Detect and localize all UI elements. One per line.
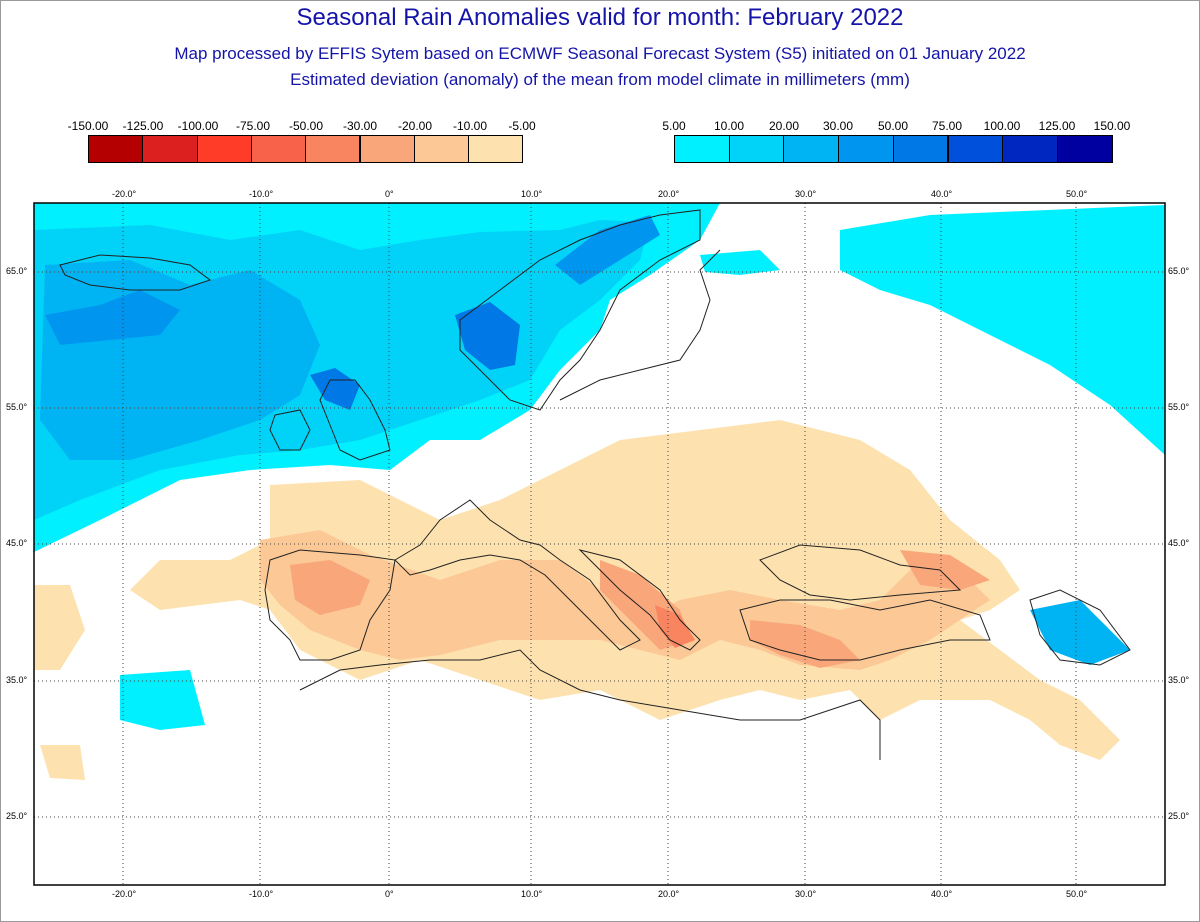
lon-label-bottom: 10.0°	[521, 889, 543, 899]
legend-positive-label: 125.00	[1038, 119, 1076, 133]
legend-negative-label: -75.00	[235, 119, 271, 133]
lon-label-top: 20.0°	[658, 189, 680, 199]
legend-negative-label: -20.00	[397, 119, 433, 133]
lat-label-right: 45.0°	[1168, 538, 1190, 548]
lat-label-left: 25.0°	[6, 811, 28, 821]
positive-anomaly-caspian	[1030, 600, 1130, 665]
coastline-ireland	[269, 409, 311, 451]
anomaly-fields	[34, 203, 1165, 780]
legend-positive-swatch	[674, 135, 730, 163]
lon-label-bottom: 50.0°	[1066, 889, 1088, 899]
legend-positive-label: 150.00	[1093, 119, 1131, 133]
legend-positive-swatch	[892, 135, 949, 163]
lat-label-right: 25.0°	[1168, 811, 1190, 821]
graticule	[34, 203, 1165, 885]
lat-label-left: 45.0°	[6, 538, 28, 548]
lon-label-top: 40.0°	[931, 189, 953, 199]
lon-label-top: 0°	[385, 189, 394, 199]
legend-positive-label: 30.00	[822, 119, 854, 133]
legend-negative-label: -10.00	[452, 119, 488, 133]
legend-positive-swatch	[728, 135, 785, 163]
coastline-north-africa	[299, 649, 881, 760]
lon-label-bottom: 30.0°	[795, 889, 817, 899]
lon-label-top: 50.0°	[1066, 189, 1088, 199]
legend-positive-label: 75.00	[931, 119, 963, 133]
legend-negative-swatch	[305, 135, 361, 163]
positive-anomaly-atlantic-small	[120, 670, 205, 730]
coastline-balkans	[578, 549, 701, 651]
legend-negative-label: -50.00	[288, 119, 324, 133]
lat-label-right: 65.0°	[1168, 266, 1190, 276]
coastline-iceland	[59, 254, 212, 291]
lon-label-bottom: 0°	[385, 889, 394, 899]
positive-anomaly-finland	[700, 250, 780, 275]
legend-positive-swatch	[1056, 135, 1113, 163]
positive-anomaly-russia	[840, 205, 1165, 455]
positive-anomaly-atlantic-30	[45, 290, 180, 345]
lon-label-bottom: 20.0°	[658, 889, 680, 899]
legend-positive-swatch	[783, 135, 840, 163]
lat-label-right: 35.0°	[1168, 675, 1190, 685]
lon-label-top: -20.0°	[112, 189, 137, 199]
legend-negative-label: -30.00	[342, 119, 378, 133]
legend-negative-label: -100.00	[177, 119, 219, 133]
coastline-turkey	[739, 599, 991, 661]
map-title: Seasonal Rain Anomalies valid for month:…	[296, 4, 904, 31]
coastline-gb	[319, 379, 391, 461]
legend-positive-label: 100.00	[983, 119, 1021, 133]
coastline-france-italy	[394, 499, 641, 651]
coastline-black-sea	[759, 544, 962, 601]
lon-label-bottom: 40.0°	[931, 889, 953, 899]
coastline-baltic	[559, 249, 721, 401]
map-frame	[33, 202, 1166, 886]
lat-label-left: 35.0°	[6, 675, 28, 685]
map-description: Estimated deviation (anomaly) of the mea…	[290, 70, 910, 89]
negative-anomaly-africa	[40, 745, 85, 780]
coastline-iberia	[264, 549, 396, 661]
legend-negative-swatch	[359, 135, 415, 163]
legend-positive-label: 20.00	[768, 119, 800, 133]
legend-negative-label: -5.00	[508, 119, 536, 133]
positive-anomaly-scotland	[310, 368, 360, 410]
legend-positive-label: 50.00	[877, 119, 909, 133]
legend-negative-swatch	[468, 135, 524, 163]
lat-label-left: 65.0°	[6, 266, 28, 276]
negative-anomaly-greece	[655, 605, 695, 648]
coastline-caspian	[1029, 589, 1131, 666]
lat-label-left: 55.0°	[6, 402, 28, 412]
legend-negative-swatch	[250, 135, 307, 163]
lon-label-top: 30.0°	[795, 189, 817, 199]
map-subtitle: Map processed by EFFIS Sytem based on EC…	[174, 44, 1026, 63]
legend-positive-label: 5.00	[662, 119, 686, 133]
negative-anomaly-iberia-west	[34, 585, 85, 670]
coastlines	[59, 209, 1131, 760]
legend-negative-label: -125.00	[122, 119, 164, 133]
positive-anomaly-norway	[555, 215, 660, 285]
legend-positive-swatch	[1002, 135, 1058, 163]
lon-label-top: -10.0°	[249, 189, 274, 199]
coastline-scandinavia	[459, 209, 701, 411]
lon-label-bottom: -20.0°	[112, 889, 137, 899]
lat-label-right: 55.0°	[1168, 402, 1190, 412]
negative-anomaly-europe-20	[290, 550, 990, 668]
lon-label-bottom: -10.0°	[249, 889, 274, 899]
legend-negative-label: -150.00	[67, 119, 109, 133]
legend-positive-label: 10.00	[713, 119, 745, 133]
lon-label-top: 10.0°	[521, 189, 543, 199]
positive-anomaly-norway-coast	[455, 302, 520, 370]
legend-positive-swatch	[947, 135, 1004, 163]
